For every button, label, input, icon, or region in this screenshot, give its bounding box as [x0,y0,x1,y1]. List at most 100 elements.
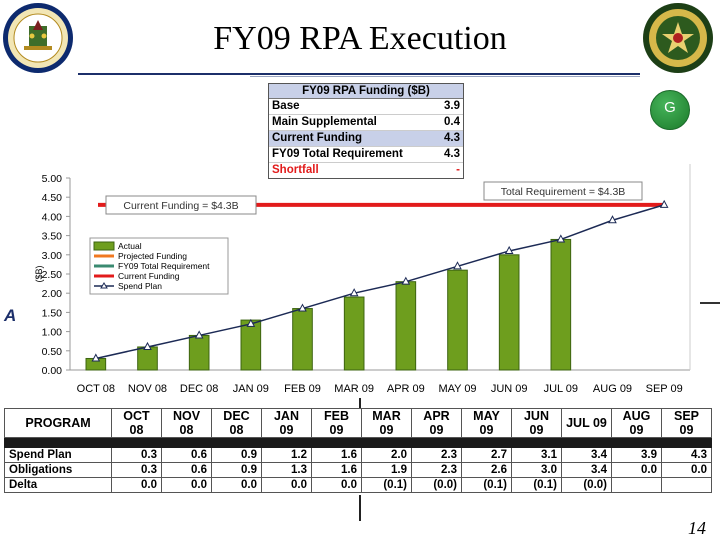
spend-plan-line [95,204,665,360]
current-funding-callout: Current Funding = $4.3B [123,200,238,212]
funding-row-label: Main Supplemental [272,116,377,128]
x-tick-label: AUG 09 [593,383,632,395]
table-cell [661,477,712,493]
table-cell: (0.1) [511,477,562,493]
table-cell: 3.4 [561,447,612,463]
x-tick-label: FEB 09 [284,383,321,395]
table-header: DEC 08 [211,408,262,438]
army-seal-logo [3,3,73,73]
table-header: APR 09 [411,408,462,438]
table-cell: 0.0 [261,477,312,493]
table-row-spend-plan: Spend Plan 0.3 0.6 0.9 1.2 1.6 2.0 2.3 2… [4,447,712,463]
total-requirement-callout-box [483,181,643,201]
page-number: 14 [688,518,706,538]
table-cell: 0.9 [211,447,262,463]
bar-actual [498,254,520,371]
table-header-row: PROGRAM OCT 08 NOV 08 DEC 08 JAN 09 FEB … [4,408,712,438]
table-cell: (0.0) [411,477,462,493]
x-tick-label: APR 09 [387,383,425,395]
title-divider-thin [250,76,640,77]
table-header: JUN 09 [511,408,562,438]
table-cell: (0.1) [461,477,512,493]
table-cell: 0.0 [611,462,662,478]
vertical-marker-top [359,398,361,410]
vertical-marker-bottom [359,495,361,521]
table-cell: 2.0 [361,447,412,463]
y-tick-label: 4.50 [42,192,63,204]
total-requirement-callout: Total Requirement = $4.3B [501,186,626,198]
table-cell: 2.3 [411,447,462,463]
table-separator [4,437,712,448]
spend-plan-marker [143,341,152,350]
y-tick-label: 1.00 [42,327,63,339]
y-tick-label: 0.50 [42,346,63,358]
table-cell: 2.7 [461,447,512,463]
table-row-label: Spend Plan [4,447,112,463]
table-cell: 0.3 [111,462,162,478]
funding-row-value: 4.3 [444,148,460,160]
spend-plan-marker [556,234,566,243]
x-tick-label: SEP 09 [646,383,683,395]
spend-plan-marker [349,288,359,297]
funding-summary-table: FY09 RPA Funding ($B) Base 3.9 Main Supp… [268,83,464,179]
table-cell: 1.2 [261,447,312,463]
y-axis-label: ($B) [34,265,44,282]
legend-label: Projected Funding [118,251,187,261]
spend-plan-marker [504,245,514,254]
clipped-side-text: A [4,306,17,325]
table-cell: 3.9 [611,447,662,463]
bar-actual [447,269,468,371]
title-divider [78,73,640,75]
bar-actual [292,308,313,371]
y-tick-label: 3.50 [42,231,63,243]
funding-row-supplemental: Main Supplemental 0.4 [269,115,463,131]
table-cell [611,477,662,493]
table-cell: 1.6 [311,447,362,463]
table-header: SEP 09 [661,408,712,438]
table-row-delta: Delta 0.0 0.0 0.0 0.0 0.0 (0.1) (0.0) (0… [4,477,712,493]
funding-row-base: Base 3.9 [269,99,463,115]
table-row-label: Delta [4,477,112,493]
funding-row-current: Current Funding 4.3 [269,131,463,147]
x-tick-label: JUL 09 [544,383,578,395]
funding-row-shortfall: Shortfall - [269,163,463,178]
legend-swatch-spend-plan-marker [100,282,108,289]
funding-row-label: Base [272,100,300,112]
funding-summary-title: FY09 RPA Funding ($B) [269,84,463,99]
table-row-label: Obligations [4,462,112,478]
deputy-chief-seal-logo [643,3,713,73]
funding-row-value: - [456,164,460,176]
table-cell: 1.9 [361,462,412,478]
table-header: JAN 09 [261,408,312,438]
table-header: AUG 09 [611,408,662,438]
x-tick-label: MAR 09 [334,383,374,395]
execution-data-table: PROGRAM OCT 08 NOV 08 DEC 08 JAN 09 FEB … [4,408,712,493]
funding-row-label: Current Funding [272,132,363,144]
table-cell: 0.0 [211,477,262,493]
bar-actual [550,238,572,371]
table-row-obligations: Obligations 0.3 0.6 0.9 1.3 1.6 1.9 2.3 … [4,462,712,478]
y-tick-label: 1.50 [42,307,63,319]
spend-plan-marker [246,318,256,327]
legend-label: Spend Plan [118,281,162,291]
bar-actual [137,346,158,371]
table-cell: 3.4 [561,462,612,478]
spend-plan-marker [298,303,307,312]
y-tick-label: 2.00 [42,288,63,300]
funding-row-value: 4.3 [444,132,460,144]
spend-plan-marker [659,199,669,208]
table-header: PROGRAM [4,408,112,438]
table-cell: 3.1 [511,447,562,463]
legend-label: FY09 Total Requirement [118,261,210,271]
funding-row-label: FY09 Total Requirement [272,148,403,160]
page-title: FY09 RPA Execution [213,20,507,57]
table-cell: 0.9 [211,462,262,478]
chart-legend: Actual Projected Funding FY09 Total Requ… [89,237,229,295]
table-cell: 1.3 [261,462,312,478]
table-cell: 0.6 [161,462,212,478]
table-cell: 0.0 [311,477,362,493]
legend-label: Current Funding [118,271,180,281]
spend-plan-marker [608,215,617,224]
side-rule [700,302,720,304]
table-cell: 4.3 [661,447,712,463]
